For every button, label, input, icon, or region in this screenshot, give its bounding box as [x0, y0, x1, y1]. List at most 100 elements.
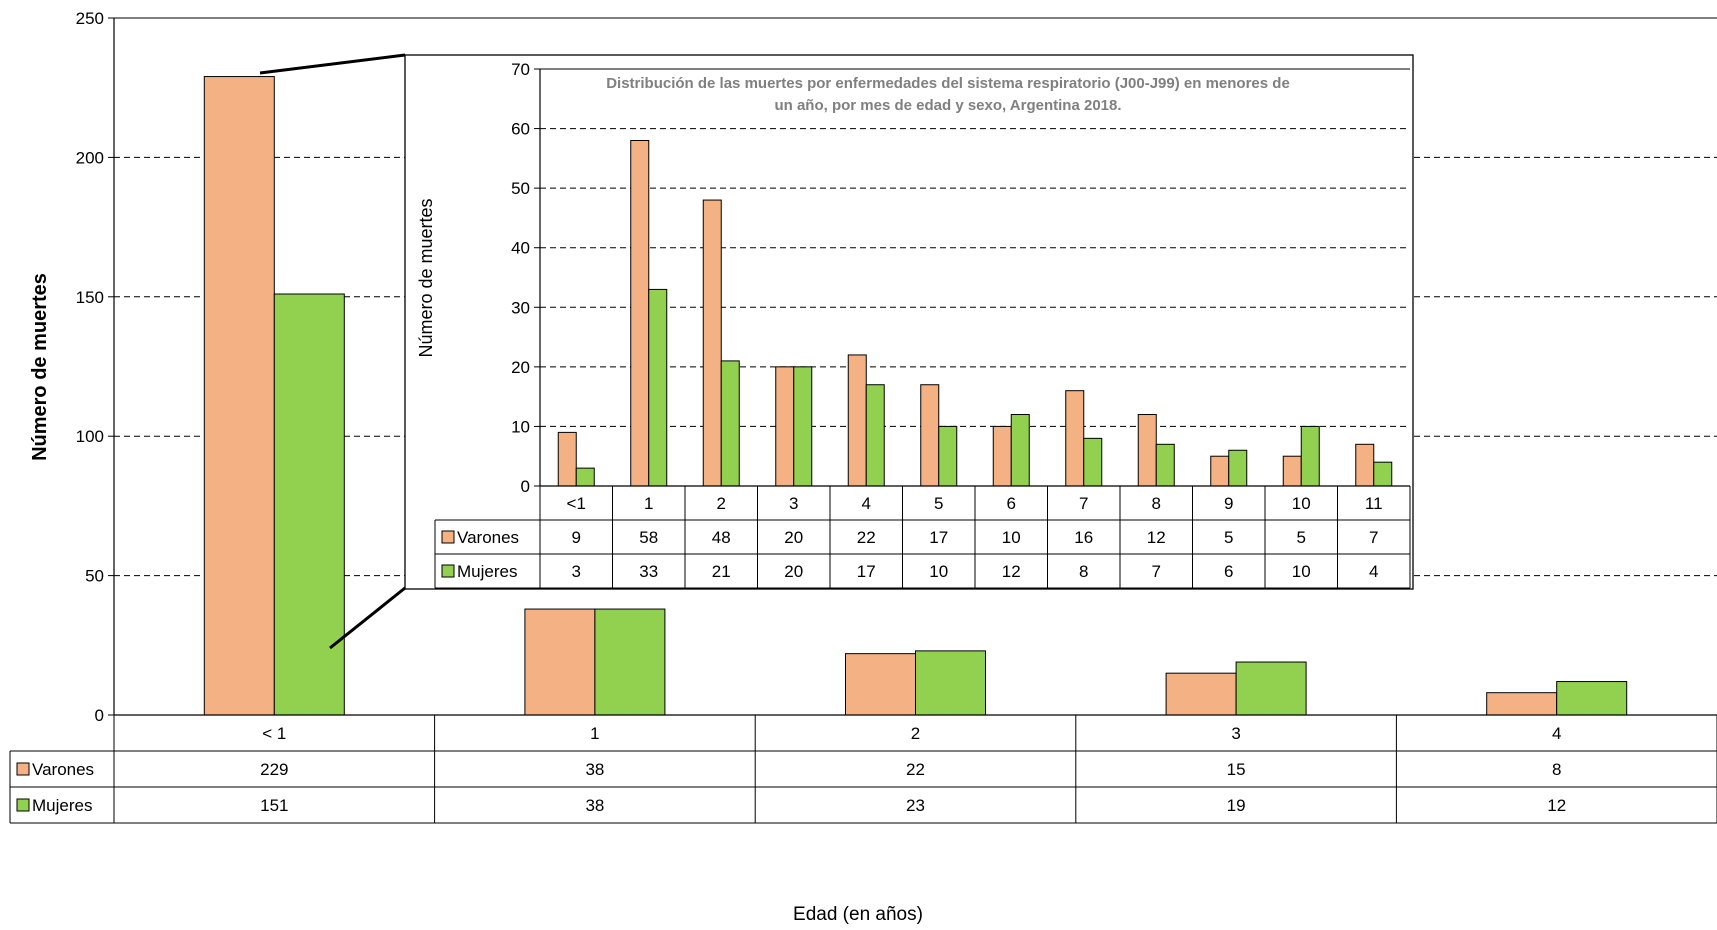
bar-varones-7	[1065, 390, 1085, 487]
legend-swatch-mujeres	[441, 564, 455, 578]
data-label-mujeres: 10	[929, 562, 948, 581]
data-label-varones: 5	[1297, 528, 1306, 547]
data-label-varones: 20	[784, 528, 803, 547]
y-tick-label: 100	[76, 427, 104, 446]
x-category-label: 2	[911, 724, 920, 743]
data-label-varones: 22	[906, 760, 925, 779]
y-tick-label: 0	[521, 477, 530, 496]
data-label-varones: 15	[1227, 760, 1246, 779]
x-category-label: 6	[1007, 494, 1016, 513]
data-label-mujeres: 23	[906, 796, 925, 815]
bar-mujeres-0	[575, 467, 595, 487]
data-label-varones: 22	[857, 528, 876, 547]
bar-varones-4	[847, 354, 867, 487]
bar-varones-3	[1165, 672, 1237, 716]
zoom-connector-lines	[259, 53, 406, 650]
bar-varones-2	[845, 653, 916, 716]
data-label-varones: 58	[639, 528, 658, 547]
data-label-varones: 7	[1369, 528, 1378, 547]
bar-mujeres-2	[720, 360, 740, 487]
y-tick-label: 150	[76, 288, 104, 307]
data-label-varones: 48	[712, 528, 731, 547]
x-category-label: 4	[1552, 724, 1561, 743]
y-tick-label: 0	[95, 706, 104, 725]
bar-varones-11	[1355, 443, 1375, 487]
legend-label-mujeres: Mujeres	[457, 562, 517, 581]
x-category-label: 2	[717, 494, 726, 513]
data-label-mujeres: 6	[1224, 562, 1233, 581]
bar-mujeres-5	[938, 425, 958, 487]
x-axis-title: Edad (en años)	[793, 904, 923, 925]
bar-mujeres-4	[1556, 681, 1628, 716]
x-category-label: 11	[1365, 494, 1383, 513]
bar-varones-0	[203, 76, 275, 716]
data-label-varones: 9	[572, 528, 581, 547]
data-label-mujeres: 12	[1002, 562, 1021, 581]
data-label-mujeres: 10	[1292, 562, 1311, 581]
data-label-mujeres: 33	[639, 562, 658, 581]
data-label-varones: 5	[1224, 528, 1233, 547]
data-label-mujeres: 12	[1547, 796, 1566, 815]
y-tick-label: 50	[511, 179, 530, 198]
y-tick-label: 200	[76, 148, 104, 167]
x-category-label: <1	[567, 494, 586, 513]
inset-y-axis-title: Número de muertes	[416, 198, 436, 357]
data-label-varones: 16	[1074, 528, 1093, 547]
data-label-varones: 8	[1552, 760, 1561, 779]
y-tick-label: 250	[76, 9, 104, 28]
bar-mujeres-10	[1300, 425, 1320, 487]
bar-varones-2	[702, 199, 722, 487]
bar-mujeres-4	[865, 384, 885, 487]
bar-mujeres-6	[1010, 414, 1030, 487]
bar-mujeres-3	[1235, 661, 1307, 716]
data-label-varones: 17	[929, 528, 948, 547]
data-label-mujeres: 21	[712, 562, 731, 581]
legend-label-mujeres: Mujeres	[32, 796, 92, 815]
data-label-mujeres: 151	[260, 796, 288, 815]
bar-varones-5	[920, 384, 940, 487]
data-label-varones: 12	[1147, 528, 1166, 547]
bar-mujeres-8	[1155, 443, 1175, 487]
bar-mujeres-2	[915, 650, 986, 716]
data-label-mujeres: 17	[857, 562, 876, 581]
bar-varones-4	[1486, 692, 1558, 716]
legend-label-varones: Varones	[32, 760, 94, 779]
bar-varones-3	[775, 366, 795, 487]
bar-varones-9	[1210, 455, 1230, 487]
data-label-mujeres: 20	[784, 562, 803, 581]
bar-mujeres-0	[273, 293, 345, 716]
bar-varones-8	[1137, 414, 1157, 487]
data-label-varones: 38	[585, 760, 604, 779]
inset-title-line-2: un año, por mes de edad y sexo, Argentin…	[774, 97, 1121, 114]
y-tick-label: 50	[85, 567, 104, 586]
y-tick-label: 30	[511, 298, 530, 317]
bar-varones-1	[630, 139, 650, 487]
x-category-label: 8	[1152, 494, 1161, 513]
y-tick-label: 60	[511, 120, 530, 139]
data-label-varones: 229	[260, 760, 288, 779]
x-category-label: 4	[862, 494, 871, 513]
bar-mujeres-1	[648, 288, 668, 487]
legend-label-varones: Varones	[457, 528, 519, 547]
data-label-mujeres: 19	[1227, 796, 1246, 815]
bar-varones-10	[1282, 455, 1302, 487]
x-category-label: 5	[934, 494, 943, 513]
inset-frame	[404, 54, 1414, 590]
x-category-label: < 1	[262, 724, 286, 743]
bar-mujeres-1	[594, 608, 666, 716]
bar-varones-0	[557, 431, 577, 487]
y-axis-title: Número de muertes	[29, 273, 51, 461]
inset-title-line-1: Distribución de las muertes por enfermed…	[606, 75, 1290, 92]
x-category-label: 1	[590, 724, 599, 743]
x-category-label: 7	[1079, 494, 1088, 513]
bar-mujeres-11	[1373, 461, 1393, 487]
zoom-line-top	[259, 53, 406, 75]
bar-varones-1	[524, 608, 596, 716]
data-label-mujeres: 38	[585, 796, 604, 815]
legend-swatch-varones	[16, 762, 30, 776]
x-category-label: 3	[789, 494, 798, 513]
x-category-label: 10	[1292, 494, 1311, 513]
x-category-label: 9	[1224, 494, 1233, 513]
